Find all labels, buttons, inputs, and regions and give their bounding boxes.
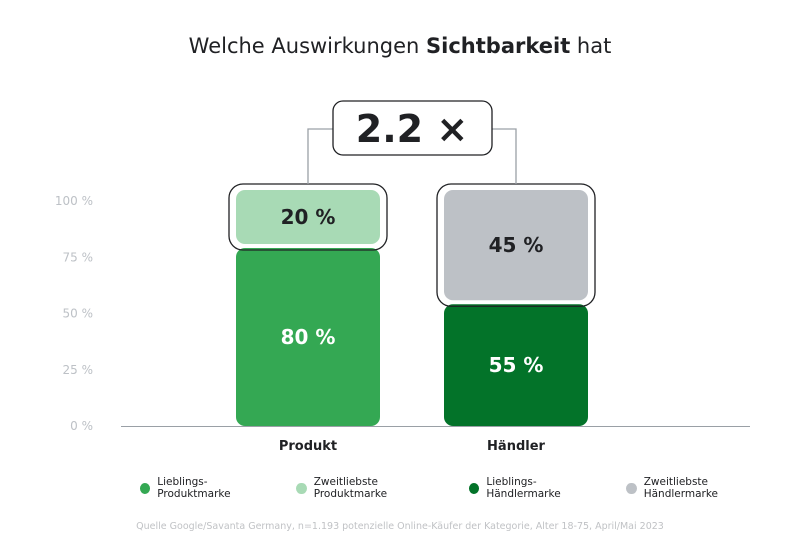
multiplier-box xyxy=(332,100,493,156)
data-label: 45 % xyxy=(489,233,544,257)
legend-label: Zweitliebste Produktmarke xyxy=(313,476,388,500)
legend-item: Zweitliebste Produktmarke xyxy=(296,476,445,500)
y-tick-label: 75 % xyxy=(63,250,94,264)
title-suffix: hat xyxy=(570,34,612,58)
data-label: 80 % xyxy=(281,325,336,349)
data-label: 20 % xyxy=(281,205,336,229)
legend-item: Lieblings-Produktmarke xyxy=(140,476,272,500)
multiplier-label: 2.2 × xyxy=(356,107,468,151)
x-category-label: Händler xyxy=(487,439,545,454)
legend-dot-icon xyxy=(469,482,480,494)
legend-label: Lieblings-Produktmarke xyxy=(157,476,231,500)
legend-label: Zweitliebste Händlermarke xyxy=(643,476,719,500)
y-tick-label: 0 % xyxy=(70,419,93,433)
y-tick-label: 100 % xyxy=(55,194,93,208)
title-bold: Sichtbarkeit xyxy=(426,34,571,58)
bar-segment xyxy=(444,190,588,301)
legend-dot-icon xyxy=(140,482,151,494)
legend-label: Lieblings-Händlermarke xyxy=(486,476,561,500)
bar-segment xyxy=(236,248,380,426)
bar-segment xyxy=(236,190,380,244)
legend-item: Zweitliebste Händlermarke xyxy=(626,476,776,500)
connector-line xyxy=(307,128,517,184)
legend-item: Lieblings-Händlermarke xyxy=(469,476,602,500)
legend-dot-icon xyxy=(626,482,637,494)
chart-title: Welche Auswirkungen Sichtbarkeit hat xyxy=(0,34,800,58)
source-note: Quelle Google/Savanta Germany, n=1.193 p… xyxy=(136,521,664,532)
title-prefix: Welche Auswirkungen xyxy=(188,34,427,58)
x-category-label: Produkt xyxy=(279,439,337,454)
legend-dot-icon xyxy=(296,482,307,494)
y-tick-label: 50 % xyxy=(63,307,94,321)
bar-segment xyxy=(444,304,588,426)
y-tick-label: 25 % xyxy=(63,363,94,377)
legend: Lieblings-Produktmarke Zweitliebste Produ… xyxy=(140,476,800,500)
data-label: 55 % xyxy=(489,353,544,377)
